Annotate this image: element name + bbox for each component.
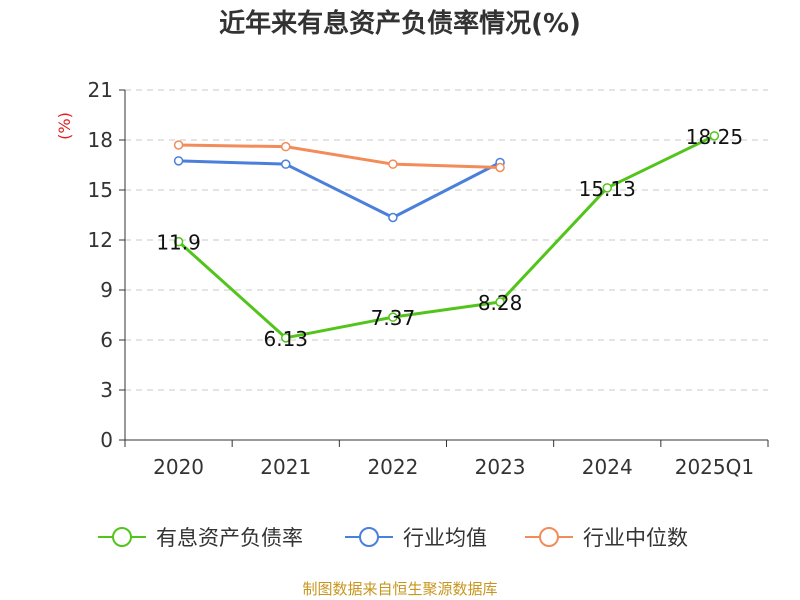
data-point	[388, 212, 398, 223]
series-line	[178, 143, 501, 169]
data-label: 18.25	[686, 125, 743, 149]
chart-title: 近年来有息资产负债率情况(%)	[219, 9, 581, 39]
data-point	[388, 159, 398, 169]
y-tick-label: 21	[88, 78, 113, 102]
y-tick-label: 6	[100, 328, 113, 352]
series-line	[177, 134, 716, 340]
data-point	[602, 183, 612, 193]
data-label: 15.13	[579, 177, 636, 201]
legend-marker	[112, 527, 132, 547]
legend-marker	[539, 527, 559, 547]
data-point	[709, 131, 720, 141]
series-lines	[173, 131, 720, 343]
legend: 有息资产负债率 行业均值 行业中位数	[98, 526, 688, 550]
y-tick-label: 3	[100, 378, 113, 402]
x-tick-label: 2024	[582, 455, 633, 479]
data-point	[495, 162, 505, 173]
data-point	[173, 236, 184, 247]
data-point	[281, 159, 291, 169]
grid-lines	[125, 89, 768, 391]
data-point	[173, 156, 184, 166]
y-axis-label: (%)	[55, 112, 74, 140]
x-tick-label: 2020	[153, 455, 204, 479]
legend-label: 行业中位数	[583, 526, 688, 550]
y-tick-label: 15	[88, 178, 113, 202]
legend-label: 行业均值	[403, 526, 487, 550]
data-point	[388, 312, 398, 322]
x-tick-label: 2023	[475, 455, 526, 479]
y-tick-label: 0	[100, 428, 113, 452]
data-labels: 11.9 6.13 7.37 8.28 15.13 18.25	[156, 125, 743, 351]
data-point	[495, 297, 505, 307]
series-line	[178, 159, 501, 219]
legend-label: 有息资产负债率	[156, 526, 303, 550]
data-point	[281, 141, 291, 152]
data-label: 11.9	[156, 231, 201, 255]
y-tick-label: 12	[88, 228, 113, 252]
data-label: 8.28	[478, 291, 523, 315]
data-point	[173, 140, 184, 150]
source-note: 制图数据来自恒生聚源数据库	[302, 580, 498, 598]
data-point	[281, 333, 291, 343]
data-label: 7.37	[371, 306, 416, 330]
x-tick-label: 2025Q1	[675, 455, 754, 479]
y-tick-label: 18	[88, 128, 113, 152]
x-tick-label: 2021	[260, 455, 311, 479]
axes: 0 3 6 9 12 15 18 21 2020 2021 2022 2023 2024 2025Q1 (%…	[55, 78, 769, 479]
y-tick-label: 9	[100, 278, 113, 302]
data-label: 6.13	[263, 327, 308, 351]
x-tick-label: 2022	[367, 455, 418, 479]
legend-marker	[359, 527, 379, 547]
